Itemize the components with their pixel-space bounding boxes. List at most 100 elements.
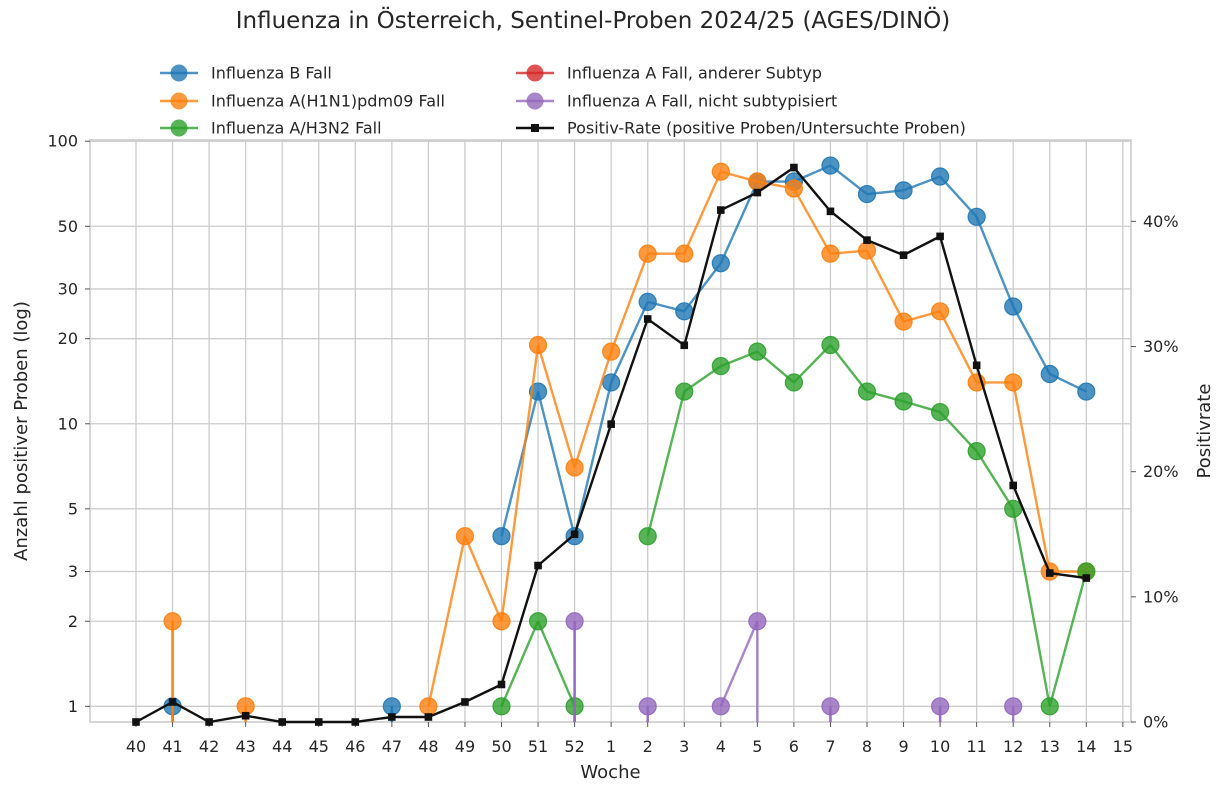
series-line-segment xyxy=(500,344,540,622)
rate-marker xyxy=(424,713,433,721)
legend-item: Influenza A/H3N2 Fall xyxy=(160,119,382,138)
legend-item: Influenza B Fall xyxy=(160,64,332,83)
y2-tick-label: 20% xyxy=(1143,462,1179,481)
series-line-segment xyxy=(719,181,759,264)
x-tick-label: 11 xyxy=(966,737,986,756)
x-tick-label: 3 xyxy=(679,737,689,756)
x-tick-label: 45 xyxy=(309,737,329,756)
data-point xyxy=(821,156,840,175)
x-tick-label: 13 xyxy=(1040,737,1060,756)
data-point xyxy=(528,335,548,355)
series-line-segment xyxy=(975,216,1015,307)
series-line-segment xyxy=(975,450,1015,510)
x-tick-label: 8 xyxy=(862,737,872,756)
rate-marker xyxy=(168,698,177,706)
series-line-segment xyxy=(646,391,686,537)
legend-item: Influenza A Fall, nicht subtypisiert xyxy=(516,92,837,111)
series-group xyxy=(163,156,1096,722)
series-line-segment xyxy=(536,391,576,537)
legend-label: Influenza A Fall, anderer Subtyp xyxy=(567,64,822,83)
x-tick-label: 9 xyxy=(898,737,908,756)
rate-marker xyxy=(461,698,469,706)
rate-marker xyxy=(314,718,323,726)
rate-marker xyxy=(972,361,981,370)
rate-marker xyxy=(1009,481,1017,490)
rate-marker xyxy=(132,718,140,726)
legend-marker xyxy=(526,64,544,82)
rate-marker xyxy=(1082,574,1091,582)
data-point xyxy=(711,356,730,376)
x-tick-label: 50 xyxy=(491,737,511,756)
data-point xyxy=(711,254,730,273)
series-line-segment xyxy=(573,382,613,537)
data-point xyxy=(1004,373,1023,392)
legend-label: Positiv-Rate (positive Proben/Untersucht… xyxy=(567,119,966,138)
x-tick-label: 41 xyxy=(162,737,182,756)
series-line-segment xyxy=(573,351,613,468)
rate-marker xyxy=(497,680,506,689)
x-tick-label: 49 xyxy=(455,737,475,756)
y2-tick-label: 40% xyxy=(1143,212,1179,231)
data-point xyxy=(894,312,913,331)
x-tick-label: 42 xyxy=(199,737,219,756)
data-point xyxy=(821,697,840,716)
x-tick-label: 7 xyxy=(825,737,835,756)
series-line-segment xyxy=(610,301,649,383)
rate-marker xyxy=(205,718,213,726)
y2-tick-label: 30% xyxy=(1143,337,1179,356)
data-point xyxy=(638,527,657,546)
rate-marker xyxy=(717,206,725,214)
series-group xyxy=(163,162,1096,722)
y-tick-label: 20 xyxy=(58,329,78,348)
grid xyxy=(90,140,1131,722)
chart-title: Influenza in Österreich, Sentinel-Proben… xyxy=(235,8,951,34)
y-tick-label: 1 xyxy=(68,697,78,716)
rate-marker xyxy=(388,713,396,721)
data-point xyxy=(857,241,877,260)
data-point xyxy=(565,458,584,477)
data-point xyxy=(638,292,657,311)
series-line-segment xyxy=(1012,382,1051,572)
data-point xyxy=(967,442,986,461)
x-tick-label: 40 xyxy=(126,737,146,756)
rate-marker xyxy=(1045,569,1054,577)
x-tick-label: 48 xyxy=(418,737,438,756)
data-point xyxy=(675,302,694,321)
data-point xyxy=(930,402,950,422)
legend-marker xyxy=(170,64,188,82)
legend-item: Positiv-Rate (positive Proben/Untersucht… xyxy=(516,119,966,138)
series-line-segment xyxy=(463,535,503,622)
data-point xyxy=(602,373,621,392)
data-point xyxy=(163,612,182,631)
rate-marker xyxy=(680,341,689,350)
y2-axis-label: Positivrate xyxy=(1194,384,1215,479)
data-point xyxy=(857,382,877,401)
data-point xyxy=(565,612,584,631)
data-point xyxy=(528,382,548,401)
data-point xyxy=(528,612,548,631)
y-tick-label: 3 xyxy=(68,562,78,581)
x-tick-label: 2 xyxy=(643,737,653,756)
x-tick-label: 10 xyxy=(930,737,950,756)
rate-marker xyxy=(241,711,250,720)
series-layer xyxy=(132,156,1096,726)
data-point xyxy=(1040,364,1059,384)
series-line-segment xyxy=(792,187,832,255)
data-point xyxy=(492,527,511,546)
legend-item: Influenza A Fall, anderer Subtyp xyxy=(516,64,822,83)
data-point xyxy=(930,697,950,716)
series-line-segment xyxy=(683,171,722,255)
x-tick-label: 14 xyxy=(1076,737,1096,756)
rate-marker xyxy=(534,561,542,570)
y2-tick-label: 0% xyxy=(1143,713,1168,732)
data-point xyxy=(930,302,950,321)
data-point xyxy=(711,697,730,716)
data-point xyxy=(1004,499,1023,518)
x-tick-label: 46 xyxy=(345,737,365,756)
y-tick-label: 50 xyxy=(58,217,78,236)
data-point xyxy=(748,342,767,361)
y-tick-label: 100 xyxy=(47,132,78,151)
data-point xyxy=(711,162,730,181)
data-point xyxy=(419,697,438,716)
x-axis-label: Woche xyxy=(580,762,640,783)
